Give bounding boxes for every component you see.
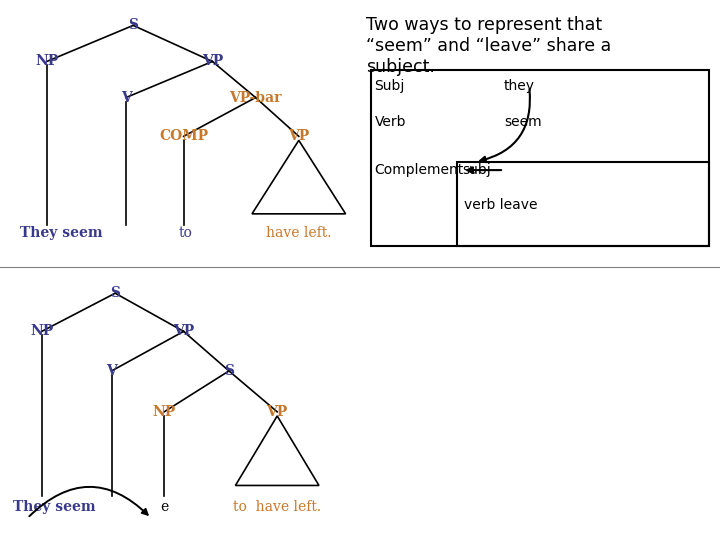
Text: V: V [121,91,131,105]
Text: they: they [504,79,535,93]
Text: VP-bar: VP-bar [230,91,282,105]
Text: S: S [224,364,234,378]
Text: Subj: Subj [374,79,405,93]
Text: VP: VP [202,55,223,69]
Text: NP: NP [35,55,58,69]
Text: NP: NP [30,325,53,339]
Text: e: e [160,500,168,514]
Text: Complement: Complement [374,163,464,177]
Text: V: V [107,364,117,378]
Text: seem: seem [504,114,541,129]
Text: Two ways to represent that
“seem” and “leave” share a
subject.: Two ways to represent that “seem” and “l… [366,16,611,76]
Text: VP: VP [288,129,310,143]
Bar [457,162,709,246]
Bar [371,70,709,246]
Text: VP: VP [173,325,194,339]
Text: to: to [179,226,193,240]
Text: have left.: have left. [266,226,331,240]
Text: verb leave: verb leave [464,198,538,212]
Text: COMP: COMP [159,129,208,143]
Text: NP: NP [153,405,176,419]
Text: S: S [110,286,120,300]
Text: VP: VP [266,405,288,419]
Text: Verb: Verb [374,114,406,129]
Text: to  have left.: to have left. [233,500,321,514]
Text: subj: subj [462,163,491,177]
Text: S: S [128,18,138,32]
Text: They seem: They seem [13,500,95,514]
Text: They seem: They seem [20,226,102,240]
